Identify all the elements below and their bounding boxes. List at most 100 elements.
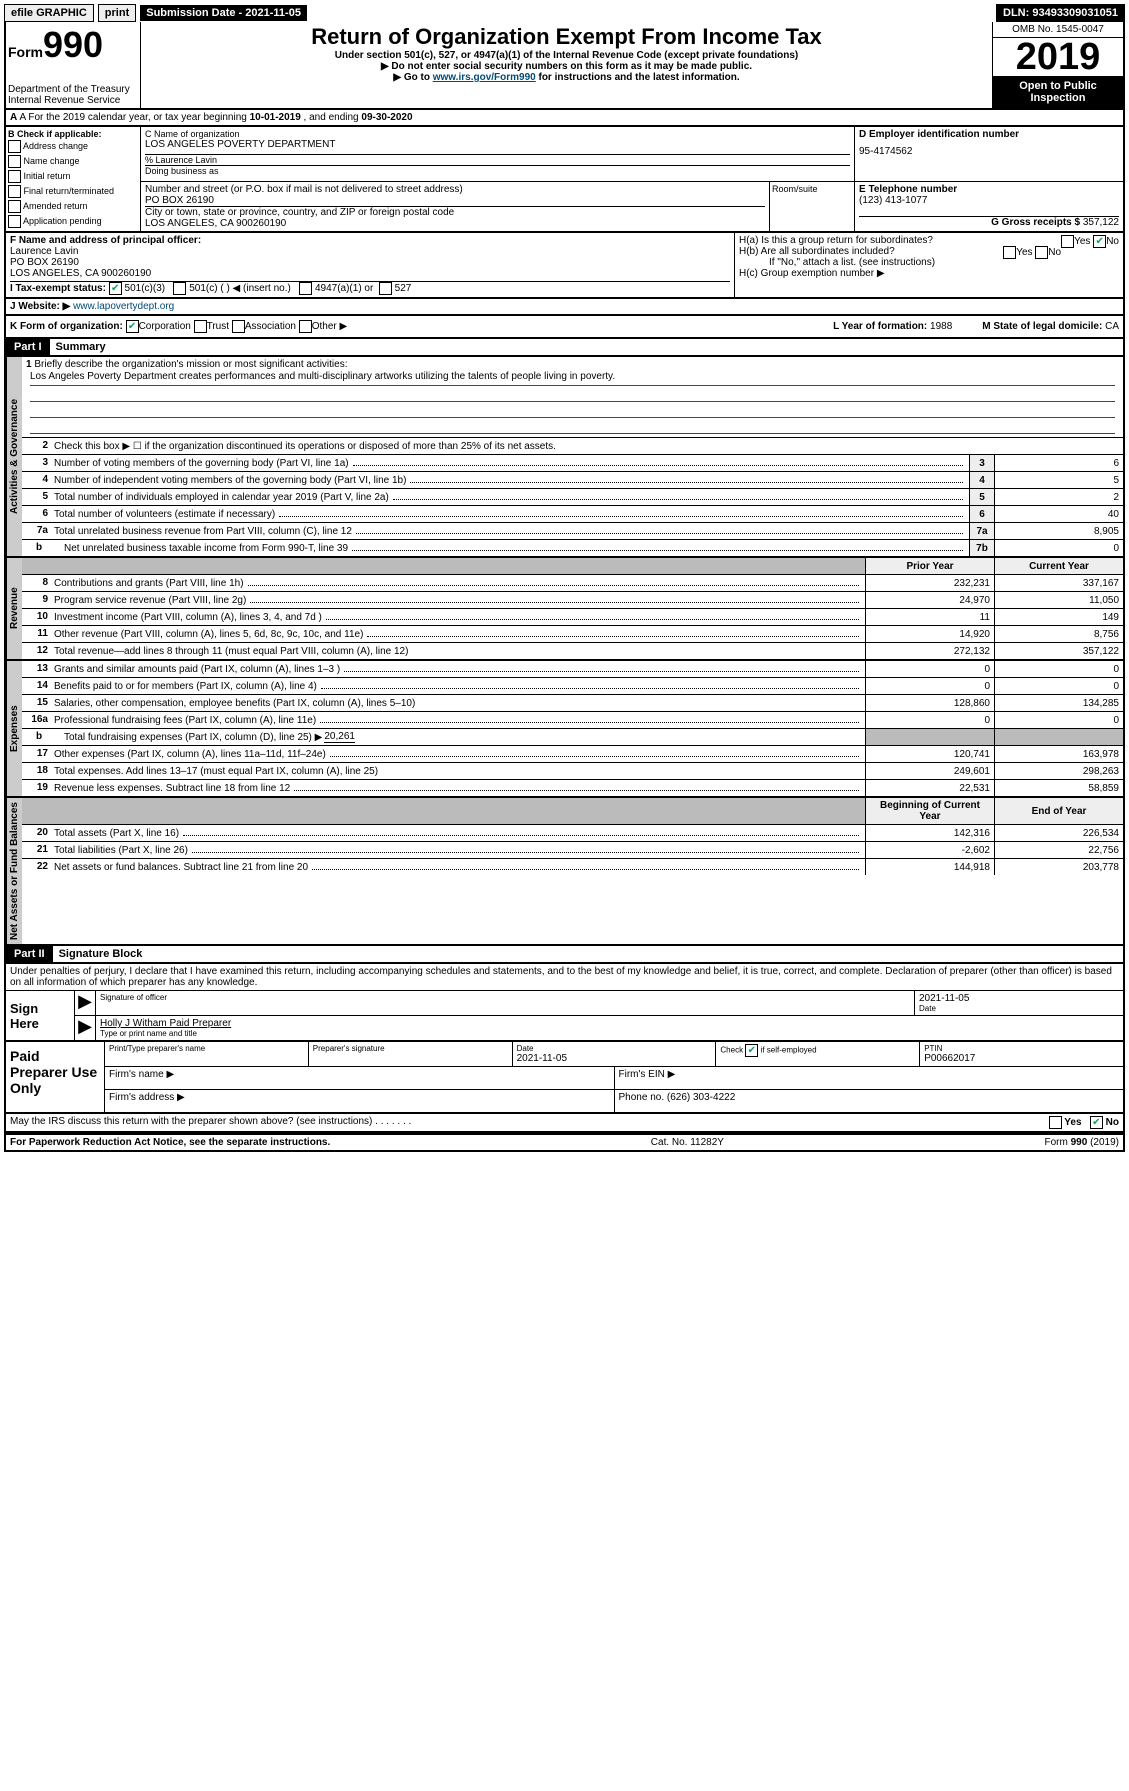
discuss-yes-check[interactable] <box>1049 1116 1062 1129</box>
527-label: 527 <box>395 283 412 294</box>
line3-val: 6 <box>994 455 1123 471</box>
subtitle-3: ▶ Go to www.irs.gov/Form990 for instruct… <box>143 72 990 83</box>
line10-curr: 149 <box>994 609 1123 625</box>
amended-label: Amended return <box>23 201 88 211</box>
box-j-website: J Website: ▶ www.lapovertydept.org <box>4 299 1125 316</box>
other-check[interactable] <box>299 320 312 333</box>
trust-label: Trust <box>207 321 229 332</box>
form-number: 990 <box>43 24 103 65</box>
line7b-val: 0 <box>994 540 1123 556</box>
line18: Total expenses. Add lines 13–17 (must eq… <box>54 766 378 777</box>
phone-label: E Telephone number <box>859 184 957 195</box>
year-end: 09-30-2020 <box>361 112 412 123</box>
amended-return-check[interactable]: Amended return <box>8 199 138 214</box>
trust-check[interactable] <box>194 320 207 333</box>
4947-check[interactable] <box>299 282 312 295</box>
dba-label: Doing business as <box>145 165 850 176</box>
form-org-label: K Form of organization: <box>10 321 123 332</box>
ein-value: 95-4174562 <box>859 146 1119 157</box>
subtitle-1: Under section 501(c), 527, or 4947(a)(1)… <box>143 50 990 61</box>
ha-yes-check[interactable] <box>1061 235 1074 248</box>
part1-header-row: Part I Summary <box>4 339 1125 357</box>
year-formation-label: L Year of formation: <box>833 321 930 332</box>
form990-link[interactable]: www.irs.gov/Form990 <box>433 72 536 83</box>
initial-label: Initial return <box>24 171 71 181</box>
hb-label: H(b) Are all subordinates included? <box>739 246 895 257</box>
line21-curr: 22,756 <box>994 842 1123 858</box>
line13-curr: 0 <box>994 661 1123 677</box>
firm-name-label: Firm's name ▶ <box>105 1067 615 1089</box>
line18-prior: 249,601 <box>865 763 994 779</box>
name-change-check[interactable]: Name change <box>8 154 138 169</box>
check-label: Check <box>720 1046 743 1055</box>
line12-curr: 357,122 <box>994 643 1123 659</box>
yes-label: Yes <box>1074 236 1090 247</box>
footer-row: For Paperwork Reduction Act Notice, see … <box>4 1133 1125 1152</box>
website-link[interactable]: www.lapovertydept.org <box>73 301 174 312</box>
527-check[interactable] <box>379 282 392 295</box>
line17: Other expenses (Part IX, column (A), lin… <box>54 749 326 760</box>
prep-date: 2021-11-05 <box>517 1053 567 1064</box>
line9: Program service revenue (Part VIII, line… <box>54 595 246 606</box>
line14-prior: 0 <box>865 678 994 694</box>
corp-check[interactable] <box>126 320 139 333</box>
501c3-label: 501(c)(3) <box>125 283 166 294</box>
current-year-hdr: Current Year <box>994 558 1123 574</box>
row-a-mid: , and ending <box>301 112 362 123</box>
line9-curr: 11,050 <box>994 592 1123 608</box>
revenue-section: Revenue Prior YearCurrent Year 8Contribu… <box>4 558 1125 661</box>
hb-yes-check[interactable] <box>1003 246 1016 259</box>
line18-curr: 298,263 <box>994 763 1123 779</box>
inspect-2: Inspection <box>997 92 1119 104</box>
assoc-check[interactable] <box>232 320 245 333</box>
begin-year-hdr: Beginning of Current Year <box>865 798 994 824</box>
ha-no-check[interactable] <box>1093 235 1106 248</box>
line12-prior: 272,132 <box>865 643 994 659</box>
self-emp-label: if self-employed <box>761 1046 817 1055</box>
submission-date-value: 2021-11-05 <box>245 7 301 19</box>
initial-return-check[interactable]: Initial return <box>8 169 138 184</box>
line16a-curr: 0 <box>994 712 1123 728</box>
final-return-check[interactable]: Final return/terminated <box>8 184 138 199</box>
room-suite: Room/suite <box>769 182 855 231</box>
501c3-check[interactable] <box>109 282 122 295</box>
officer-name: Laurence Lavin <box>10 246 730 257</box>
box-f: F Name and address of principal officer:… <box>6 233 735 297</box>
line13: Grants and similar amounts paid (Part IX… <box>54 664 340 675</box>
line19-prior: 22,531 <box>865 780 994 796</box>
address-block: Number and street (or P.O. box if mail i… <box>141 182 769 231</box>
line17-prior: 120,741 <box>865 746 994 762</box>
date-label: Date <box>919 1004 1119 1013</box>
final-label: Final return/terminated <box>24 186 115 196</box>
discuss-no-check[interactable] <box>1090 1116 1103 1129</box>
line9-prior: 24,970 <box>865 592 994 608</box>
dln: DLN: 93493309031051 <box>996 4 1125 22</box>
yes-label-2: Yes <box>1016 247 1032 258</box>
hb-no-check[interactable] <box>1035 246 1048 259</box>
addr-change-label: Address change <box>23 141 88 151</box>
app-pending-check[interactable]: Application pending <box>8 214 138 229</box>
line13-prior: 0 <box>865 661 994 677</box>
mission-line-4 <box>30 419 1115 434</box>
paid-preparer-section: Paid Preparer Use Only Print/Type prepar… <box>4 1042 1125 1114</box>
revenue-tab: Revenue <box>6 558 22 659</box>
line15: Salaries, other compensation, employee b… <box>54 698 415 709</box>
line3: Number of voting members of the governin… <box>54 458 349 469</box>
tax-year: 2019 <box>993 38 1123 76</box>
box-b-checks: B Check if applicable: Address change Na… <box>6 127 141 231</box>
form-title: Return of Organization Exempt From Incom… <box>143 24 990 50</box>
501c-check[interactable] <box>173 282 186 295</box>
ptin-value: P00662017 <box>924 1053 975 1064</box>
domicile-value: CA <box>1105 321 1119 332</box>
line5: Total number of individuals employed in … <box>54 492 389 503</box>
sig-officer-label: Signature of officer <box>100 993 910 1002</box>
line19-curr: 58,859 <box>994 780 1123 796</box>
ptin-label: PTIN <box>924 1044 1119 1053</box>
print-button[interactable]: print <box>98 4 136 22</box>
officer-addr2: LOS ANGELES, CA 900260190 <box>10 268 730 279</box>
discuss-row: May the IRS discuss this return with the… <box>4 1114 1125 1133</box>
addr-change-check[interactable]: Address change <box>8 139 138 154</box>
self-employed-check[interactable] <box>745 1044 758 1057</box>
printed-name: Holly J Witham Paid Preparer <box>100 1018 231 1029</box>
firm-ein-label: Firm's EIN ▶ <box>615 1067 1124 1089</box>
